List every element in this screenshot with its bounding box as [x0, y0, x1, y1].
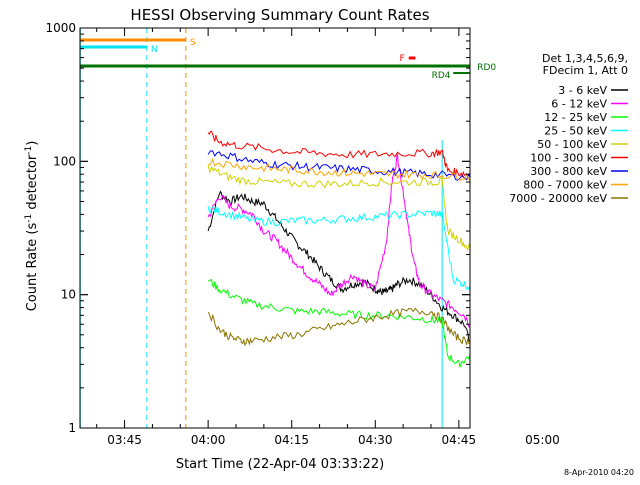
legend: Det 1,3,4,5,6,9,FDecim 1, Att 0 3 - 6 keV… — [509, 52, 628, 205]
legend-header: FDecim 1, Att 0 — [543, 64, 628, 77]
flag-label: S — [190, 38, 196, 48]
y-tick-label: 1000 — [45, 21, 76, 35]
x-tick-label: 04:30 — [358, 433, 393, 447]
flag-label: F — [400, 54, 405, 64]
flag-label: N — [151, 45, 158, 55]
footer-timestamp: 8-Apr-2010 04:20 — [564, 468, 634, 477]
x-tick-label: 04:00 — [191, 433, 226, 447]
y-tick-label: 1 — [68, 421, 76, 435]
x-tick-label: 05:00 — [525, 433, 560, 447]
plot-area — [80, 28, 470, 428]
axes: 1 10 100 1000 03:45 04:00 04:15 04:30 04:45 05:00… — [45, 21, 559, 447]
y-axis-label: Count Rate (s-1 detector-1) — [24, 141, 40, 312]
legend-label: 7000 - 20000 keV — [509, 192, 607, 205]
legend-label: 3 - 6 keV — [558, 84, 607, 97]
plot-frame — [79, 27, 471, 429]
flag-label: RD0 — [477, 63, 496, 73]
legend-label: 300 - 800 keV — [530, 165, 607, 178]
legend-label: 25 - 50 keV — [544, 125, 607, 138]
series-line-4 — [207, 164, 470, 251]
series-line-8 — [207, 307, 470, 347]
series-line-2 — [207, 278, 470, 368]
legend-label: 50 - 100 keV — [537, 138, 607, 151]
y-tick-label: 10 — [61, 288, 76, 302]
legend-label: 800 - 7000 keV — [523, 179, 607, 192]
x-axis-label: Start Time (22-Apr-04 03:33:22) — [176, 457, 384, 472]
series-line-5 — [207, 130, 470, 178]
legend-label: 12 - 25 keV — [544, 111, 607, 124]
series-line-7 — [207, 157, 470, 181]
flag-label: RD4 — [432, 71, 451, 81]
legend-header: Det 1,3,4,5,6,9, — [542, 52, 628, 65]
x-tick-label: 04:15 — [274, 433, 309, 447]
chart-title: HESSI Observing Summary Count Rates — [130, 6, 429, 24]
plot-inner — [80, 28, 470, 428]
x-tick-label: 03:45 — [107, 433, 142, 447]
y-tick-label: 100 — [53, 154, 76, 168]
legend-label: 100 - 300 keV — [530, 152, 607, 165]
series-line-3 — [207, 206, 470, 291]
legend-label: 6 - 12 keV — [551, 98, 607, 111]
x-tick-label: 04:45 — [442, 433, 477, 447]
